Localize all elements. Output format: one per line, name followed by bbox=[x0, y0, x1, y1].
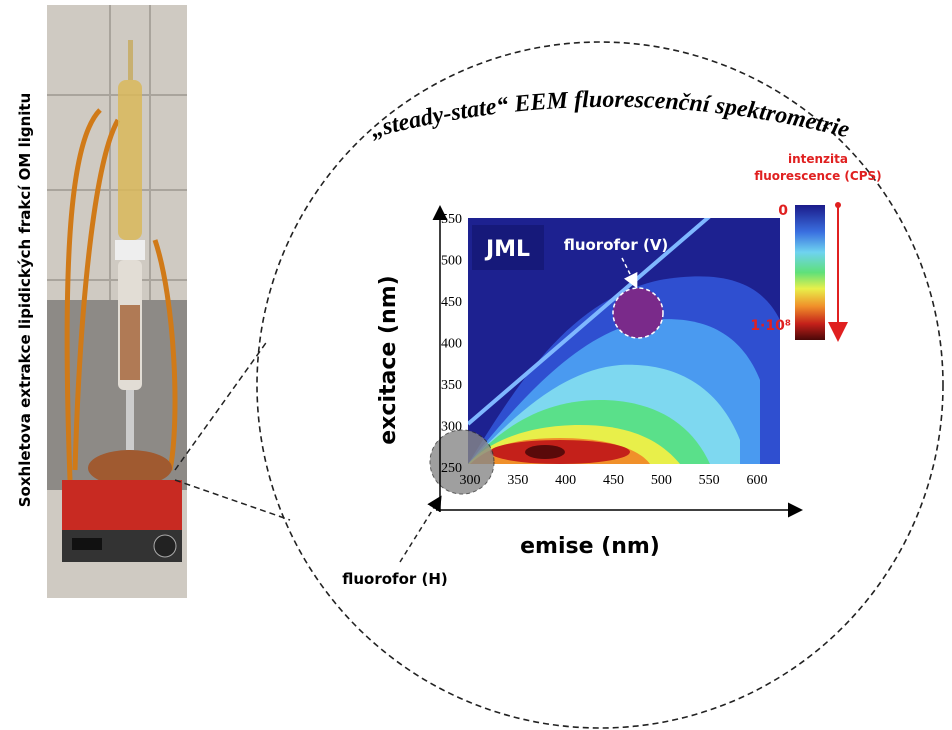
y-axis-label: excitace (nm) bbox=[376, 275, 401, 444]
colorbar-title: intenzita bbox=[788, 152, 848, 166]
colorbar-title: fluorescence (CPS) bbox=[754, 169, 881, 183]
plot-label: JML bbox=[484, 237, 530, 262]
y-tick-label: 550 bbox=[441, 212, 462, 227]
x-tick-label: 600 bbox=[747, 473, 768, 488]
photo bbox=[47, 5, 187, 598]
zoom-connector bbox=[175, 340, 290, 520]
arrow-h bbox=[400, 498, 440, 562]
x-tick-label: 450 bbox=[603, 473, 624, 488]
x-tick-label: 350 bbox=[507, 473, 528, 488]
y-tick-label: 350 bbox=[441, 378, 462, 393]
x-tick-label: 500 bbox=[651, 473, 672, 488]
y-tick-label: 300 bbox=[441, 420, 462, 435]
x-tick-label: 300 bbox=[460, 473, 481, 488]
y-tick-label: 250 bbox=[441, 461, 462, 476]
colorbar-arrow-start bbox=[835, 202, 841, 208]
fluorophore-v bbox=[613, 288, 663, 338]
title-text: „steady-state“ EEM fluorescenční spektro… bbox=[368, 87, 853, 144]
annotation-h: fluorofor (H) bbox=[342, 570, 448, 588]
stem bbox=[126, 390, 134, 450]
contour bbox=[525, 445, 565, 459]
photo-label: Soxhletova extrakce lipidických frakcí O… bbox=[16, 93, 34, 508]
heater bbox=[62, 480, 182, 530]
y-tick-label: 500 bbox=[441, 254, 462, 269]
colorbar-max: 1·10⁸ bbox=[750, 318, 791, 334]
x-tick-label: 550 bbox=[699, 473, 720, 488]
figure: Soxhletova extrakce lipidických frakcí O… bbox=[0, 0, 952, 730]
thimble bbox=[120, 305, 140, 380]
annotation-v: fluorofor (V) bbox=[564, 236, 669, 254]
title: „steady-state“ EEM fluorescenční spektro… bbox=[368, 87, 853, 144]
x-axis-label: emise (nm) bbox=[520, 534, 660, 559]
display bbox=[72, 538, 102, 550]
glass bbox=[128, 40, 133, 80]
colorbar-min: 0 bbox=[778, 203, 788, 219]
y-tick-label: 450 bbox=[441, 295, 462, 310]
colorbar bbox=[795, 205, 825, 340]
knob bbox=[154, 535, 176, 557]
x-tick-label: 400 bbox=[555, 473, 576, 488]
joint bbox=[115, 240, 145, 260]
condenser bbox=[118, 80, 142, 240]
y-tick-label: 400 bbox=[441, 337, 462, 352]
